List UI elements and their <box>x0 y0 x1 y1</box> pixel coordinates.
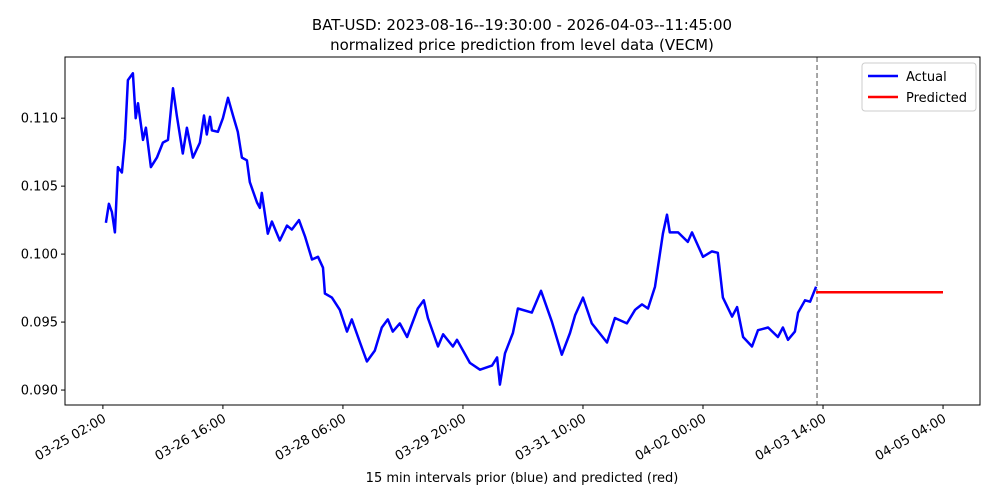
x-tick-label: 03-31 10:00 <box>513 411 589 464</box>
legend-label-predicted: Predicted <box>906 91 967 106</box>
y-tick-label: 0.110 <box>21 112 58 127</box>
x-tick-label: 04-02 00:00 <box>633 411 709 464</box>
x-axis-label: 15 min intervals prior (blue) and predic… <box>366 471 679 486</box>
x-tick-label: 03-26 16:00 <box>153 411 229 464</box>
y-tick-label: 0.100 <box>21 248 58 263</box>
legend-label-actual: Actual <box>906 70 947 85</box>
chart-subtitle: normalized price prediction from level d… <box>330 36 714 54</box>
x-tick-label: 03-28 06:00 <box>273 411 349 464</box>
y-tick-label: 0.105 <box>21 180 58 195</box>
chart-title: BAT-USD: 2023-08-16--19:30:00 - 2026-04-… <box>312 16 732 34</box>
series-line-actual <box>104 72 818 386</box>
plot-frame <box>64 56 981 406</box>
y-tick-label: 0.090 <box>21 384 58 399</box>
y-tick-label: 0.095 <box>21 316 58 331</box>
x-tick-label: 04-03 14:00 <box>753 411 829 464</box>
x-tick-label: 03-29 20:00 <box>393 411 469 464</box>
legend: Actual Predicted <box>861 62 977 112</box>
x-tick-label: 03-25 02:00 <box>33 411 109 464</box>
x-tick-label: 04-05 04:00 <box>873 411 949 464</box>
